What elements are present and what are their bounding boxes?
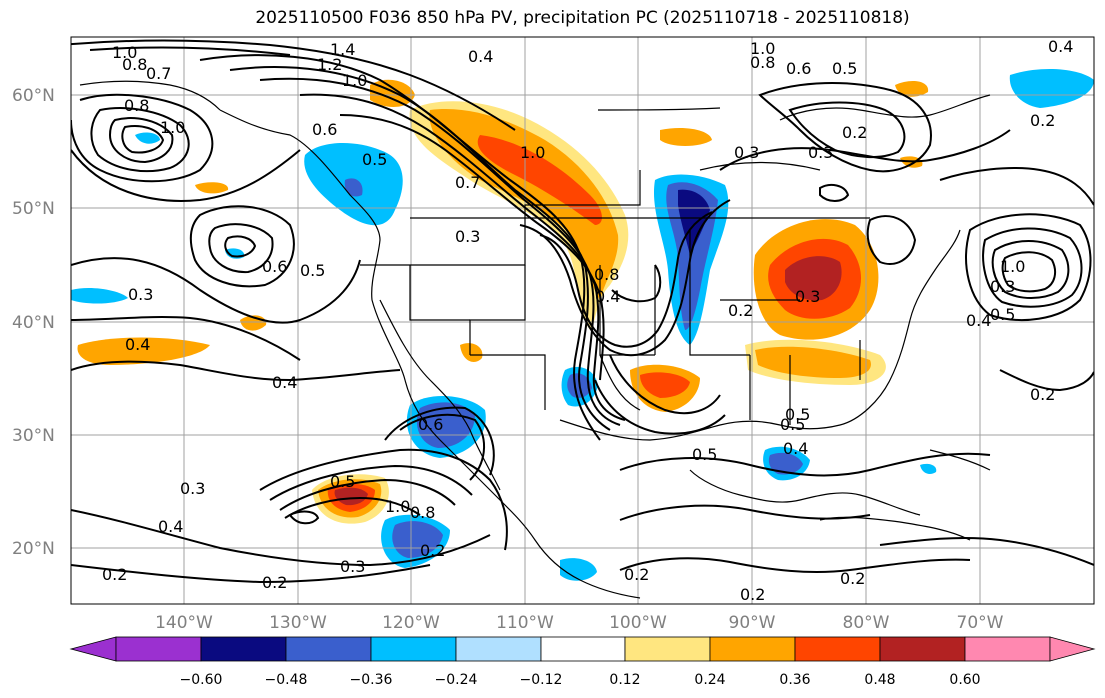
contour-label: 0.5 [300, 261, 325, 280]
colorbar-tick-label: 0.48 [864, 672, 895, 688]
contour-label: 0.2 [420, 541, 445, 560]
contour-label: 0.8 [122, 55, 147, 74]
pv-contours [71, 39, 1094, 584]
contour-label: 0.3 [180, 479, 205, 498]
contour-label: 1.0 [385, 497, 410, 516]
contour-label: 0.5 [785, 405, 810, 424]
colorbar-bin [624, 636, 711, 662]
contour-label: 1.0 [112, 43, 137, 62]
colorbar-tick-label: −0.24 [435, 672, 478, 688]
colorbar-bin [794, 636, 881, 662]
contour-label: 1.0 [1000, 257, 1025, 276]
colorbar-tick-label: 0.24 [694, 672, 725, 688]
colorbar-tick-label: 0.60 [949, 672, 980, 688]
colorbar-tick-label: −0.60 [180, 672, 223, 688]
longitude-labels: 140°W 130°W 120°W 110°W 100°W 90°W 80°W … [155, 613, 1004, 633]
contour-label: 0.8 [124, 96, 149, 115]
contour-label: 0.5 [692, 445, 717, 464]
contour-label: 0.4 [966, 311, 991, 330]
colorbar-under-arrow [69, 636, 117, 662]
contour-label: 0.4 [783, 439, 808, 458]
colorbar-over-arrow [1049, 636, 1096, 662]
contour-label: 0.8 [594, 265, 619, 284]
lon-label-130w: 130°W [269, 613, 327, 633]
contour-label: 0.4 [158, 517, 183, 536]
contour-label: 0.7 [146, 64, 171, 83]
contour-label: 0.3 [990, 277, 1015, 296]
colorbar-tick-label: 0.12 [609, 672, 640, 688]
contour-label: 0.2 [1030, 111, 1055, 130]
lat-label-50n: 50°N [12, 199, 55, 219]
colorbar-bin [879, 636, 966, 662]
lat-label-60n: 60°N [12, 86, 55, 106]
contour-label: 0.5 [330, 472, 355, 491]
colorbar-bin [455, 636, 542, 662]
contour-label: 1.0 [750, 39, 775, 58]
contour-label: 0.6 [418, 415, 443, 434]
contour-label: 0.3 [734, 143, 759, 162]
colorbar-tick-label: −0.36 [350, 672, 393, 688]
lon-label-100w: 100°W [609, 613, 667, 633]
lon-label-110w: 110°W [496, 613, 554, 633]
colorbar-bin [285, 636, 372, 662]
contour-label: 0.4 [272, 373, 297, 392]
contour-label: 0.2 [102, 565, 127, 584]
contour-label: 0.5 [362, 150, 387, 169]
contour-labels: 1.0 0.8 0.7 0.8 1.0 1.4 1.2 1.0 0.4 0.6 … [102, 37, 1073, 604]
contour-label: 0.4 [1048, 37, 1073, 56]
colorbar-bin [540, 636, 626, 662]
lon-label-90w: 90°W [729, 613, 776, 633]
lat-label-30n: 30°N [12, 426, 55, 446]
colorbar-bin [200, 636, 287, 662]
contour-label: 1.2 [317, 55, 342, 74]
contour-label: 0.2 [842, 123, 867, 142]
contour-label: 0.7 [455, 173, 480, 192]
colorbar-bin [115, 636, 202, 662]
contour-label: 0.5 [832, 59, 857, 78]
contour-label: 0.2 [262, 573, 287, 592]
contour-label: 1.0 [520, 143, 545, 162]
contour-label: 0.8 [750, 53, 775, 72]
contour-label: 0.6 [262, 257, 287, 276]
contour-label: 0.2 [840, 569, 865, 588]
contour-label: 0.6 [312, 120, 337, 139]
lon-label-140w: 140°W [155, 613, 213, 633]
contour-label: 1.0 [342, 71, 367, 90]
map-frame [70, 36, 1095, 605]
contour-label: 0.5 [990, 305, 1015, 324]
map-layers: 1.0 0.8 0.7 0.8 1.0 1.4 1.2 1.0 0.4 0.6 … [71, 37, 1094, 604]
colorbar: −0.60 −0.48 −0.36 −0.24 −0.12 0.12 0.24 … [69, 636, 1096, 688]
contour-label: 0.4 [125, 335, 150, 354]
lon-label-120w: 120°W [382, 613, 440, 633]
colorbar-bin [370, 636, 457, 662]
contour-label: 0.2 [1030, 385, 1055, 404]
colorbar-tick-label: −0.48 [265, 672, 308, 688]
contour-label: 1.4 [330, 40, 355, 59]
contour-label: 0.2 [624, 565, 649, 584]
contour-label: 0.3 [128, 285, 153, 304]
contour-label: 0.4 [468, 47, 493, 66]
latitude-labels: 60°N 50°N 40°N 30°N 20°N [12, 86, 55, 559]
contour-label: 0.6 [786, 59, 811, 78]
contour-label: 0.3 [808, 143, 833, 162]
map-title: 2025110500 F036 850 hPa PV, precipitatio… [255, 8, 910, 28]
lon-label-70w: 70°W [957, 613, 1004, 633]
colorbar-tick-label: 0.36 [779, 672, 810, 688]
lat-label-40n: 40°N [12, 313, 55, 333]
colorbar-bin [964, 636, 1051, 662]
colorbar-bin [709, 636, 796, 662]
colorbar-tick-label: −0.12 [520, 672, 563, 688]
contour-label: 0.3 [455, 227, 480, 246]
contour-label: 0.2 [740, 585, 765, 604]
contour-label: 0.8 [410, 503, 435, 522]
contour-label: 0.2 [728, 301, 753, 320]
contour-label: 0.3 [795, 287, 820, 306]
lon-label-80w: 80°W [843, 613, 890, 633]
contour-label: 1.0 [160, 118, 185, 137]
contour-label: 0.5 [780, 415, 805, 434]
contour-label: 0.3 [340, 557, 365, 576]
contour-label: 0.4 [595, 287, 620, 306]
lat-label-20n: 20°N [12, 539, 55, 559]
